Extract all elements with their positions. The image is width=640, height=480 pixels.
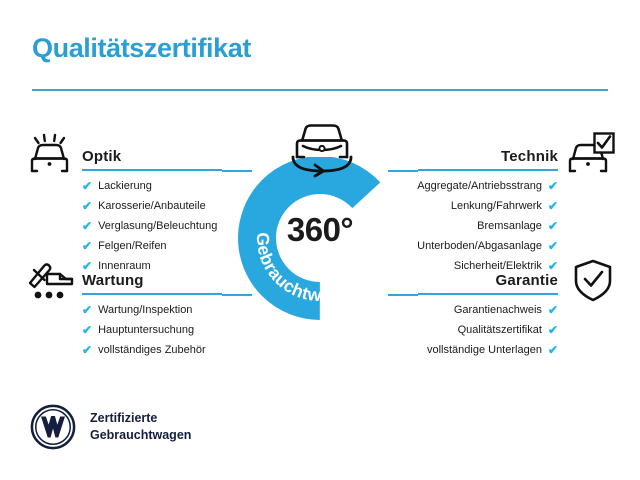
footer-text: Zertifizierte Gebrauchtwagen — [90, 410, 191, 444]
wartung-divider-extension — [222, 294, 252, 296]
list-item-label: Garantienachweis — [453, 303, 542, 316]
section-garantie-divider — [418, 293, 558, 295]
list-item: ✔ Lackierung — [82, 180, 222, 192]
title-divider — [32, 89, 608, 91]
list-item-label: Bremsanlage — [477, 219, 542, 232]
list-item: ✔ Karosserie/Anbauteile — [82, 200, 222, 212]
list-item: ✔ Felgen/Reifen — [82, 240, 222, 252]
list-item-label: Verglasung/Beleuchtung — [98, 219, 218, 232]
list-item: ✔ Verglasung/Beleuchtung — [82, 220, 222, 232]
garantie-divider-extension — [388, 294, 418, 296]
check-icon: ✔ — [547, 179, 558, 193]
wrench-car-icon — [26, 257, 76, 306]
list-item-label: Qualitätszertifikat — [457, 323, 542, 336]
section-technik-divider — [418, 169, 558, 171]
section-garantie-list: Garantienachweis ✔ Qualitätszertifikat ✔… — [418, 304, 558, 356]
section-garantie-header: Garantie — [418, 265, 558, 295]
section-wartung-title: Wartung — [82, 272, 144, 289]
section-technik-header: Technik — [418, 141, 558, 171]
section-technik-title: Technik — [501, 148, 558, 165]
section-garantie-title: Garantie — [495, 272, 558, 289]
list-item: Lenkung/Fahrwerk ✔ — [418, 200, 558, 212]
section-optik-header: Optik — [82, 141, 222, 171]
badge-center-label: 360° — [286, 211, 354, 248]
shield-check-icon — [572, 258, 614, 309]
section-optik-divider — [82, 169, 222, 171]
list-item-label: Aggregate/Antriebsstrang — [417, 179, 542, 192]
section-optik-list: ✔ Lackierung ✔ Karosserie/Anbauteile ✔ V… — [82, 180, 222, 272]
list-item-label: vollständige Unterlagen — [426, 343, 542, 356]
section-technik: Technik Aggregate/Antriebsstrang ✔ Lenku… — [417, 141, 558, 280]
list-item: Sicherheit/Elektrik ✔ — [418, 260, 558, 272]
list-item-label: Lenkung/Fahrwerk — [450, 199, 542, 212]
car-shine-icon — [26, 133, 74, 182]
list-item-label: vollständiges Zubehör — [98, 343, 206, 356]
optik-divider-extension — [222, 170, 252, 172]
list-item: Unterboden/Abgasanlage ✔ — [417, 239, 558, 253]
check-icon: ✔ — [547, 259, 558, 273]
check-icon: ✔ — [82, 323, 93, 337]
footer-line-2: Gebrauchtwagen — [90, 428, 192, 442]
check-icon: ✔ — [82, 303, 93, 317]
list-item: Aggregate/Antriebsstrang ✔ — [417, 179, 558, 193]
check-icon: ✔ — [547, 199, 558, 213]
footer-line-1: Zertifizierte — [90, 411, 158, 426]
list-item: Garantienachweis ✔ — [418, 304, 558, 316]
check-icon: ✔ — [547, 303, 558, 317]
360-check-badge: Gebrauchtwagen-Check 360° — [237, 155, 403, 321]
list-item: ✔ Wartung/Inspektion — [82, 304, 222, 316]
list-item-label: Innenraum — [98, 259, 151, 272]
list-item: ✔ Hauptuntersuchung — [82, 324, 222, 336]
list-item: vollständige Unterlagen ✔ — [418, 344, 558, 356]
check-icon: ✔ — [82, 199, 93, 213]
list-item-label: Karosserie/Anbauteile — [98, 199, 206, 212]
section-optik: Optik ✔ Lackierung ✔ Karosserie/Anbautei… — [82, 141, 222, 280]
check-icon: ✔ — [82, 343, 93, 357]
section-wartung-list: ✔ Wartung/Inspektion ✔ Hauptuntersuchung… — [82, 304, 222, 356]
vw-logo-icon — [30, 404, 76, 450]
page-title: Qualitätszertifikat — [32, 33, 251, 63]
badge-ring: Gebrauchtwagen-Check — [237, 155, 402, 320]
list-item: Qualitätszertifikat ✔ — [418, 324, 558, 336]
check-icon: ✔ — [82, 219, 93, 233]
section-wartung-divider — [82, 293, 222, 295]
technik-divider-extension — [388, 170, 418, 172]
list-item-label: Hauptuntersuchung — [98, 323, 195, 336]
list-item-label: Felgen/Reifen — [98, 239, 167, 252]
check-icon: ✔ — [82, 239, 93, 253]
list-item: Bremsanlage ✔ — [418, 220, 558, 232]
footer-brand: Zertifizierte Gebrauchtwagen — [30, 404, 191, 450]
section-wartung: Wartung ✔ Wartung/Inspektion ✔ Hauptunte… — [82, 265, 222, 364]
check-icon: ✔ — [82, 259, 93, 273]
section-wartung-header: Wartung — [82, 265, 222, 295]
check-icon: ✔ — [547, 343, 558, 357]
section-technik-list: Aggregate/Antriebsstrang ✔ Lenkung/Fahrw… — [417, 179, 558, 272]
list-item: ✔ Innenraum — [82, 260, 222, 272]
car-checkbox-icon — [566, 131, 616, 182]
check-icon: ✔ — [82, 179, 93, 193]
check-icon: ✔ — [547, 239, 558, 253]
list-item-label: Sicherheit/Elektrik — [453, 259, 542, 272]
list-item-label: Lackierung — [98, 179, 152, 192]
car-rotate-icon — [281, 117, 363, 179]
check-icon: ✔ — [547, 219, 558, 233]
list-item-label: Wartung/Inspektion — [98, 303, 193, 316]
list-item-label: Unterboden/Abgasanlage — [417, 239, 542, 252]
check-icon: ✔ — [547, 323, 558, 337]
section-optik-title: Optik — [82, 148, 122, 165]
section-garantie: Garantie Garantienachweis ✔ Qualitätszer… — [418, 265, 558, 364]
list-item: ✔ vollständiges Zubehör — [82, 344, 222, 356]
